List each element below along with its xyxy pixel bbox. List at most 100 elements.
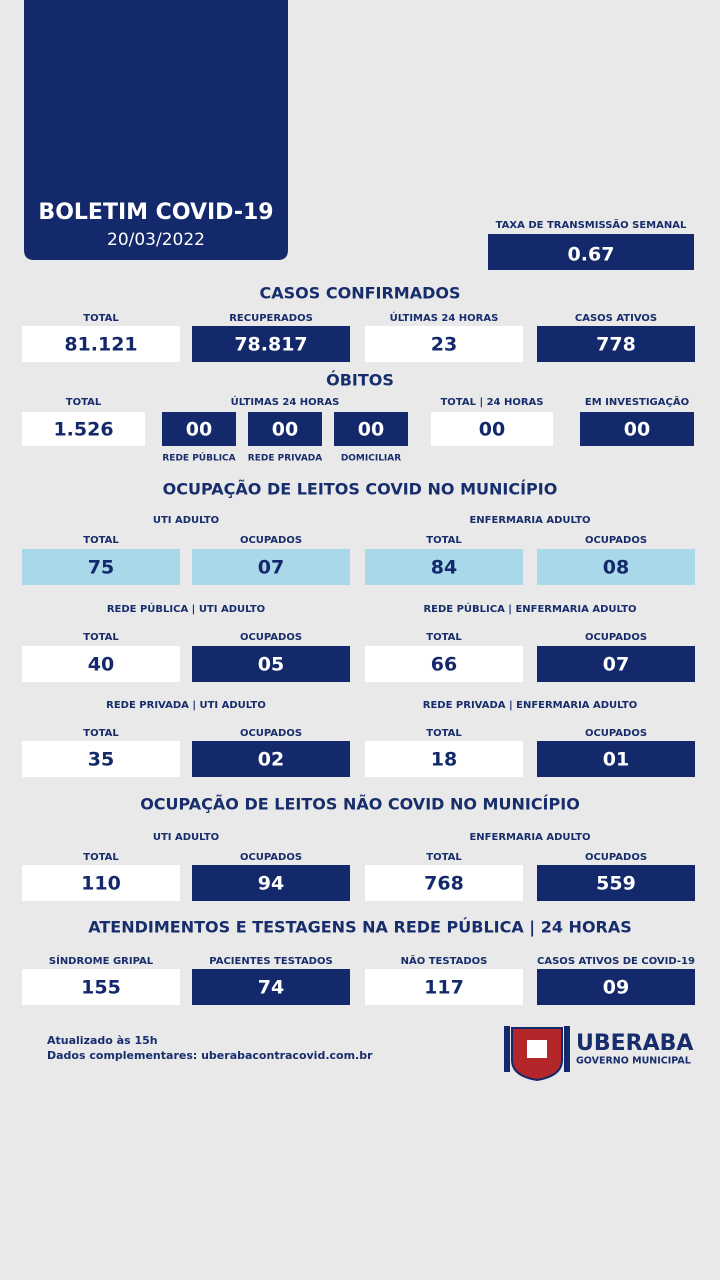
cell-box bbox=[537, 646, 695, 682]
cell-label: OCUPADOS bbox=[585, 852, 647, 863]
cell-box bbox=[162, 412, 236, 446]
cell-sublabel: REDE PRIVADA bbox=[248, 454, 322, 464]
cell-label: ÚLTIMAS 24 HORAS bbox=[231, 395, 340, 408]
transmission-box bbox=[488, 234, 694, 270]
cell-label: ÚLTIMAS 24 HORAS bbox=[390, 311, 499, 324]
cell-label: NÃO TESTADOS bbox=[401, 954, 488, 967]
cell-value: 559 bbox=[596, 873, 636, 895]
logo-figure bbox=[504, 1026, 510, 1072]
cell-box bbox=[192, 741, 350, 777]
cell-box bbox=[22, 412, 145, 446]
logo: UBERABA GOVERNO MUNICIPAL bbox=[504, 1026, 693, 1082]
cell-box bbox=[22, 326, 180, 362]
cell-value: 66 bbox=[431, 654, 457, 676]
cell-value: 768 bbox=[424, 873, 464, 895]
cell-value: 23 bbox=[431, 334, 457, 356]
cell-box bbox=[365, 646, 523, 682]
cell-label: OCUPADOS bbox=[240, 535, 302, 546]
section-title: OCUPAÇÃO DE LEITOS NÃO COVID NO MUNICÍPI… bbox=[140, 795, 580, 814]
logo-subtitle: GOVERNO MUNICIPAL bbox=[576, 1056, 691, 1067]
cell-label: TOTAL bbox=[83, 852, 119, 863]
cell-value: 35 bbox=[88, 749, 114, 771]
cell-value: 117 bbox=[424, 977, 464, 999]
cell-value: 00 bbox=[479, 419, 505, 441]
cell-label: RECUPERADOS bbox=[229, 313, 313, 324]
cell-box bbox=[192, 549, 350, 585]
cell-box bbox=[192, 326, 350, 362]
cell-box bbox=[537, 741, 695, 777]
cell-box bbox=[365, 969, 523, 1005]
cell-label: OCUPADOS bbox=[240, 632, 302, 643]
cell-label: TOTAL | 24 HORAS bbox=[440, 397, 543, 408]
cell-box bbox=[365, 741, 523, 777]
footer-updated: Atualizado às 15h bbox=[47, 1034, 158, 1047]
cell-box bbox=[22, 969, 180, 1005]
cell-value: 74 bbox=[258, 977, 284, 999]
cell-label: OCUPADOS bbox=[240, 852, 302, 863]
cell-label: OCUPADOS bbox=[240, 728, 302, 739]
cell-sublabel: DOMICILIAR bbox=[341, 454, 401, 464]
cell-box bbox=[192, 865, 350, 901]
cell-box bbox=[537, 865, 695, 901]
group-label: UTI ADULTO bbox=[153, 832, 219, 843]
cell-sublabel: REDE PÚBLICA bbox=[162, 452, 235, 464]
cell-label: OCUPADOS bbox=[585, 728, 647, 739]
logo-tower bbox=[527, 1040, 547, 1058]
cell-box bbox=[365, 326, 523, 362]
group-label: REDE PÚBLICA | UTI ADULTO bbox=[107, 602, 265, 615]
cell-box bbox=[248, 412, 322, 446]
cell-label: OCUPADOS bbox=[585, 535, 647, 546]
cell-label: OCUPADOS bbox=[585, 632, 647, 643]
cell-box bbox=[365, 865, 523, 901]
section-title: ÓBITOS bbox=[326, 371, 394, 390]
cell-value: 75 bbox=[88, 557, 114, 579]
cell-label: TOTAL bbox=[426, 852, 462, 863]
cell-value: 00 bbox=[624, 419, 650, 441]
footer-link: Dados complementares: uberabacontracovid… bbox=[47, 1049, 373, 1062]
cell-value: 02 bbox=[258, 749, 284, 771]
cell-box bbox=[192, 969, 350, 1005]
cell-label: TOTAL bbox=[83, 728, 119, 739]
cell-value: 05 bbox=[258, 654, 284, 676]
cell-box bbox=[537, 549, 695, 585]
cell-box bbox=[334, 412, 408, 446]
cell-value: 155 bbox=[81, 977, 121, 999]
cell-value: 00 bbox=[358, 419, 384, 441]
cell-value: 18 bbox=[431, 749, 457, 771]
cell-value: 07 bbox=[603, 654, 629, 676]
cell-value: 00 bbox=[272, 419, 298, 441]
cell-value: 778 bbox=[596, 334, 636, 356]
header-date: 20/03/2022 bbox=[107, 230, 205, 250]
cell-box bbox=[22, 549, 180, 585]
group-label: REDE PRIVADA | ENFERMARIA ADULTO bbox=[423, 700, 637, 711]
cell-box bbox=[22, 646, 180, 682]
cell-box bbox=[431, 412, 553, 446]
cell-label: PACIENTES TESTADOS bbox=[209, 956, 332, 967]
cell-label: TOTAL bbox=[83, 313, 119, 324]
group-label: UTI ADULTO bbox=[153, 515, 219, 526]
cell-label: TOTAL bbox=[83, 535, 119, 546]
cell-value: 08 bbox=[603, 557, 629, 579]
cell-value: 94 bbox=[258, 873, 284, 895]
cell-value: 78.817 bbox=[234, 334, 307, 356]
cell-box bbox=[192, 646, 350, 682]
cell-box bbox=[365, 549, 523, 585]
cell-value: 01 bbox=[603, 749, 629, 771]
section-title: CASOS CONFIRMADOS bbox=[260, 284, 461, 303]
cell-box bbox=[22, 741, 180, 777]
cell-value: 09 bbox=[603, 977, 629, 999]
cell-value: 1.526 bbox=[53, 419, 113, 441]
cell-label: TOTAL bbox=[426, 632, 462, 643]
logo-name: UBERABA bbox=[576, 1031, 693, 1056]
section-title: OCUPAÇÃO DE LEITOS COVID NO MUNICÍPIO bbox=[163, 480, 558, 499]
group-label: ENFERMARIA ADULTO bbox=[469, 832, 590, 843]
cell-label: TOTAL bbox=[426, 728, 462, 739]
transmission-value: 0.67 bbox=[568, 244, 615, 266]
cell-label: TOTAL bbox=[426, 535, 462, 546]
cell-value: 00 bbox=[186, 419, 212, 441]
cell-value: 110 bbox=[81, 873, 121, 895]
group-label: ENFERMARIA ADULTO bbox=[469, 515, 590, 526]
header-panel bbox=[24, 0, 288, 260]
cell-box bbox=[537, 326, 695, 362]
